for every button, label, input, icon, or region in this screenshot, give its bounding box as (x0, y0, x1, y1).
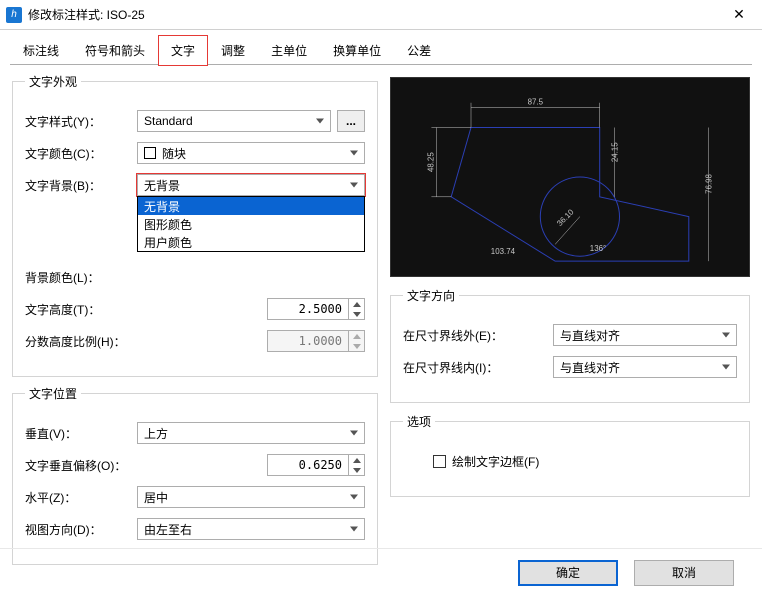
spinner-vert-offset[interactable]: 0.6250 (267, 454, 365, 476)
style-browse-button[interactable]: ... (337, 110, 365, 132)
spinner-up-icon (349, 331, 364, 341)
tab-dimlines[interactable]: 标注线 (10, 35, 72, 66)
group-text-position: 文字位置 垂直(V)： 上方 文字垂直偏移(O)： 0.6250 (12, 385, 378, 565)
label-vertical: 垂直(V)： (25, 425, 137, 442)
close-icon[interactable]: ✕ (716, 0, 762, 30)
legend-orientation: 文字方向 (403, 287, 459, 304)
tab-text[interactable]: 文字 (158, 35, 208, 66)
combo-inside[interactable]: 与直线对齐 (553, 356, 737, 378)
dropdown-option-drawing[interactable]: 图形颜色 (138, 215, 364, 233)
combo-text-bg[interactable]: 无背景 无背景 图形颜色 用户颜色 (137, 174, 365, 196)
dropdown-option-user[interactable]: 用户颜色 (138, 233, 364, 251)
dimension-preview: 87.5 48.25 24.15 36.10 136° 103.74 76.98 (390, 77, 750, 277)
cancel-button[interactable]: 取消 (634, 560, 734, 586)
dialog-footer: 确定 取消 (0, 548, 762, 596)
combo-vertical[interactable]: 上方 (137, 422, 365, 444)
legend-position: 文字位置 (25, 385, 81, 402)
spinner-up-icon[interactable] (349, 299, 364, 309)
preview-dim-mid: 24.15 (611, 142, 620, 162)
group-text-appearance: 文字外观 文字样式(Y)： Standard ... 文字颜色(C)： 随块 文… (12, 73, 378, 377)
tab-strip: 标注线 符号和箭头 文字 调整 主单位 换算单位 公差 (0, 30, 762, 65)
label-bg-color: 背景颜色(L)： (25, 269, 137, 286)
spinner-fraction-height: 1.0000 (267, 330, 365, 352)
label-horizontal: 水平(Z)： (25, 489, 137, 506)
label-vert-offset: 文字垂直偏移(O)： (25, 457, 137, 474)
label-view-dir: 视图方向(D)： (25, 521, 137, 538)
tab-fit[interactable]: 调整 (208, 35, 258, 66)
tab-symbols[interactable]: 符号和箭头 (72, 35, 158, 66)
dropdown-option-none[interactable]: 无背景 (138, 197, 364, 215)
titlebar: h 修改标注样式: ISO-25 ✕ (0, 0, 762, 30)
combo-outside[interactable]: 与直线对齐 (553, 324, 737, 346)
legend-appearance: 文字外观 (25, 73, 81, 90)
label-outside: 在尺寸界线外(E)： (403, 327, 553, 344)
label-text-color: 文字颜色(C)： (25, 145, 137, 162)
legend-options: 选项 (403, 413, 435, 430)
tab-primary[interactable]: 主单位 (258, 35, 320, 66)
dropdown-text-bg: 无背景 图形颜色 用户颜色 (137, 196, 365, 252)
label-text-bg: 文字背景(B)： (25, 177, 137, 194)
preview-dim-top: 87.5 (528, 98, 544, 107)
combo-view-dir[interactable]: 由左至右 (137, 518, 365, 540)
combo-horizontal[interactable]: 居中 (137, 486, 365, 508)
tab-tolerance[interactable]: 公差 (394, 35, 444, 66)
label-text-height: 文字高度(T)： (25, 301, 137, 318)
checkbox-draw-frame[interactable] (433, 455, 446, 468)
group-text-orientation: 文字方向 在尺寸界线外(E)： 与直线对齐 在尺寸界线内(I)： 与直线对齐 (390, 287, 750, 403)
spinner-up-icon[interactable] (349, 455, 364, 465)
spinner-text-height[interactable]: 2.5000 (267, 298, 365, 320)
combo-text-style[interactable]: Standard (137, 110, 331, 132)
spinner-down-icon (349, 341, 364, 351)
preview-dim-bottom: 103.74 (491, 247, 516, 256)
label-draw-frame: 绘制文字边框(F) (452, 453, 539, 470)
label-text-style: 文字样式(Y)： (25, 113, 137, 130)
label-inside: 在尺寸界线内(I)： (403, 359, 553, 376)
label-fraction-height: 分数高度比例(H)： (25, 333, 137, 350)
app-icon: h (6, 7, 22, 23)
tab-alternate[interactable]: 换算单位 (320, 35, 394, 66)
group-options: 选项 绘制文字边框(F) (390, 413, 750, 497)
spinner-down-icon[interactable] (349, 309, 364, 319)
spinner-down-icon[interactable] (349, 465, 364, 475)
ok-button[interactable]: 确定 (518, 560, 618, 586)
color-swatch-icon (144, 147, 156, 159)
preview-dim-right: 76.98 (705, 173, 714, 193)
window-title: 修改标注样式: ISO-25 (28, 6, 716, 23)
combo-text-color[interactable]: 随块 (137, 142, 365, 164)
preview-dim-angle: 136° (590, 244, 606, 253)
preview-dim-left: 48.25 (426, 152, 435, 172)
